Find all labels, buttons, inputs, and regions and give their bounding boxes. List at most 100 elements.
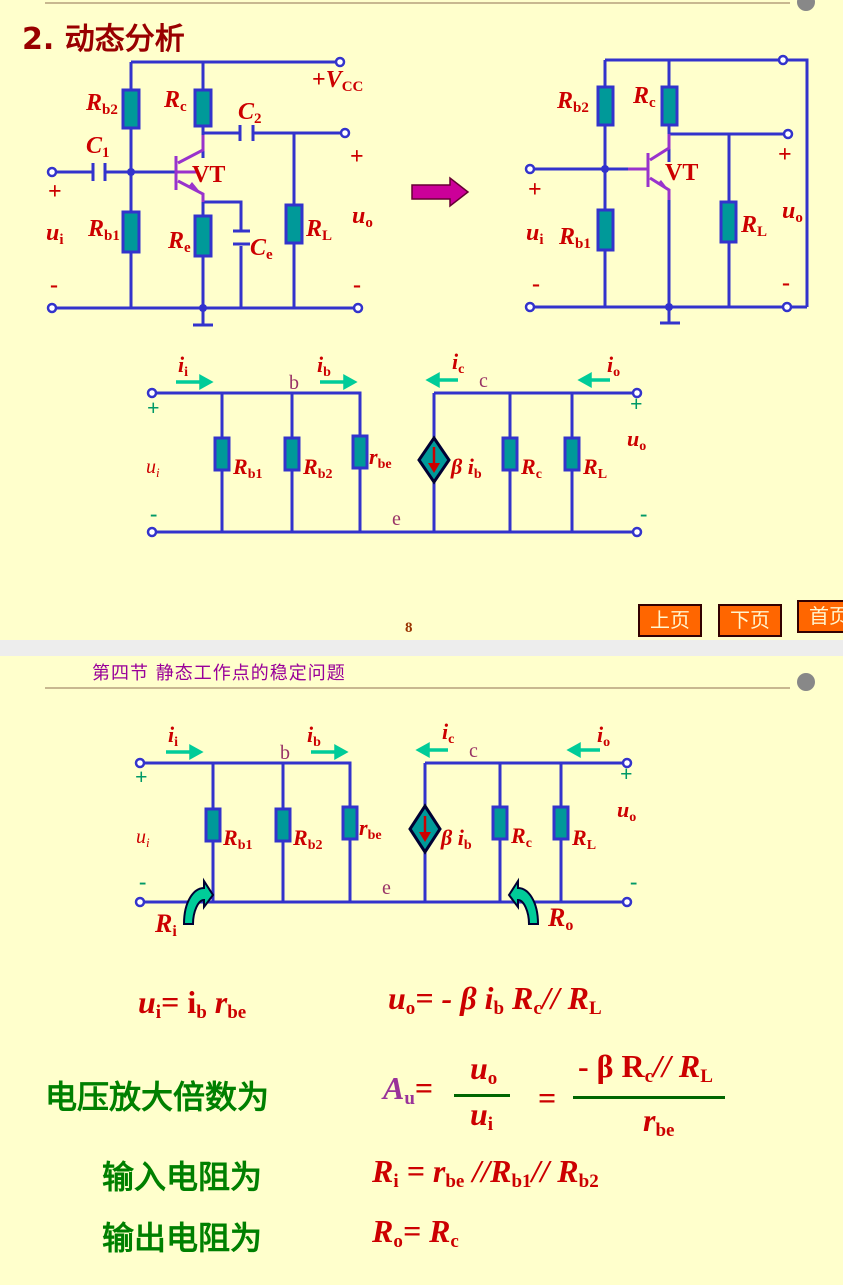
resistor-re [193, 214, 213, 258]
label-rl: RL [582, 454, 607, 482]
label-plus-in: + [135, 764, 148, 789]
resistor-b-rb1 [596, 208, 615, 252]
label-ui: ui [46, 220, 64, 248]
label-rbe: rbe [369, 444, 392, 472]
label-ro: Ro [547, 903, 573, 934]
eq-ui: ui= ib rbe [138, 984, 247, 1023]
label-b-plus-out: + [778, 142, 792, 168]
eq-gain-lhs: Au= [383, 1070, 434, 1109]
resistor-b-rb2 [596, 85, 615, 127]
label-minus-in: - [50, 272, 58, 298]
label-b-rc: Rc [632, 83, 656, 111]
label-plus-out: + [630, 391, 643, 416]
label-minus-in: - [150, 501, 157, 526]
gain-fraction-2-denominator: rbe [643, 1102, 675, 1141]
header-deco-line [45, 673, 815, 691]
slide-page-8: 2. 动态分析 [0, 0, 843, 640]
label-ui: ui [146, 456, 160, 480]
label-b-rb1: Rb1 [558, 224, 591, 252]
ro-arrow-icon [507, 877, 540, 925]
label-b-minus-out: - [782, 270, 790, 296]
output-resistance-label: 输出电阻为 [102, 1219, 263, 1257]
label-beta-ib: β ib [450, 454, 482, 482]
prev-page-button[interactable]: 上页 [638, 604, 702, 637]
label-uo: uo [352, 203, 373, 231]
circuit-diagram-full: Rb2 Rc C2 +VCC C1 VT + + ui Rb1 Re Ce RL… [46, 54, 809, 327]
label-io: io [597, 722, 610, 750]
label-c1: C1 [86, 133, 110, 161]
next-page-button[interactable]: 下页 [718, 604, 782, 637]
emitter-arrow-icon [188, 182, 201, 193]
label-vt: VT [192, 162, 225, 188]
label-rc: Rc [510, 823, 532, 851]
label-io: io [607, 352, 620, 380]
eq-gain-eq2: = [538, 1080, 557, 1116]
top-deco-line [45, 0, 815, 11]
label-rl: RL [305, 216, 332, 244]
gain-fraction-2-numerator: - β Rc// RL [578, 1048, 713, 1087]
label-minus-out: - [630, 869, 637, 894]
gain-fraction-1-numerator: uo [470, 1050, 498, 1089]
resistor-b-rc [660, 85, 679, 127]
eq-rout: Ro= Rc [372, 1213, 459, 1252]
label-node-b: b [289, 372, 299, 394]
deco-ball-icon [797, 0, 815, 11]
label-rb2: Rb2 [85, 90, 118, 118]
slide-title: 2. 动态分析 [22, 22, 185, 57]
label-b-rl: RL [740, 212, 767, 240]
label-uo: uo [617, 797, 636, 825]
label-plus-out: + [620, 761, 633, 786]
label-ii: ii [168, 722, 178, 750]
label-node-c: c [479, 370, 488, 392]
eq-rin: Ri = rbe //Rb1// Rb2 [372, 1153, 599, 1192]
label-rc: Rc [163, 87, 187, 115]
label-plus-in: + [147, 395, 160, 420]
label-rbe: rbe [359, 815, 382, 843]
resistor-rb2 [121, 88, 141, 130]
label-b-vt: VT [665, 160, 698, 186]
label-rb2: Rb2 [292, 825, 322, 853]
label-plus-out: + [350, 144, 364, 170]
page-number: 8 [405, 620, 413, 636]
label-ii: ii [178, 352, 188, 380]
label-b-minus-in: - [532, 271, 540, 297]
label-ri: Ri [154, 909, 177, 940]
label-uo: uo [627, 426, 646, 454]
label-re: Re [167, 228, 191, 256]
label-rb1: Rb1 [87, 216, 120, 244]
transform-arrow-icon [411, 176, 470, 208]
label-b-plus-in: + [528, 177, 542, 203]
home-page-button[interactable]: 首页 [797, 600, 843, 633]
label-rb1: Rb1 [232, 454, 262, 482]
resistor-rb1 [121, 210, 141, 254]
label-c2: C2 [238, 99, 262, 127]
label-ce: Ce [250, 235, 273, 263]
gain-fraction-2-bar [573, 1096, 725, 1099]
label-node-c: c [469, 740, 478, 762]
gain-fraction-1-bar [454, 1094, 510, 1097]
label-node-b: b [280, 742, 290, 764]
label-b-ui: ui [526, 220, 544, 248]
emitter-arrow-b-icon [657, 180, 668, 189]
label-ib: ib [317, 352, 331, 380]
eq-uo: uo= - β ib Rc// RL [388, 980, 602, 1019]
label-rb2: Rb2 [302, 454, 332, 482]
section-header: 第四节 静态工作点的稳定问题 [92, 663, 346, 684]
label-b-uo: uo [782, 198, 803, 226]
label-node-e: e [382, 877, 391, 899]
label-minus-in: - [139, 869, 146, 894]
label-minus-out: - [353, 272, 361, 298]
gain-fraction-1-denominator: ui [470, 1096, 494, 1135]
ri-arrow-icon [182, 877, 215, 925]
label-rb1: Rb1 [222, 825, 252, 853]
label-minus-out: - [640, 501, 647, 526]
small-signal-model-with-resistances: ii ib ic io uo Rb1 Rb2 rbe β ib Rc RL Ri… [134, 719, 637, 940]
label-b-rb2: Rb2 [556, 88, 589, 116]
input-resistance-label: 输入电阻为 [102, 1158, 263, 1196]
label-beta-ib: β ib [440, 825, 472, 853]
label-ic: ic [452, 349, 464, 377]
label-ui: ui [136, 826, 150, 850]
deco-ball-icon [797, 673, 815, 691]
label-rl: RL [571, 825, 596, 853]
resistor-rc [193, 88, 213, 128]
